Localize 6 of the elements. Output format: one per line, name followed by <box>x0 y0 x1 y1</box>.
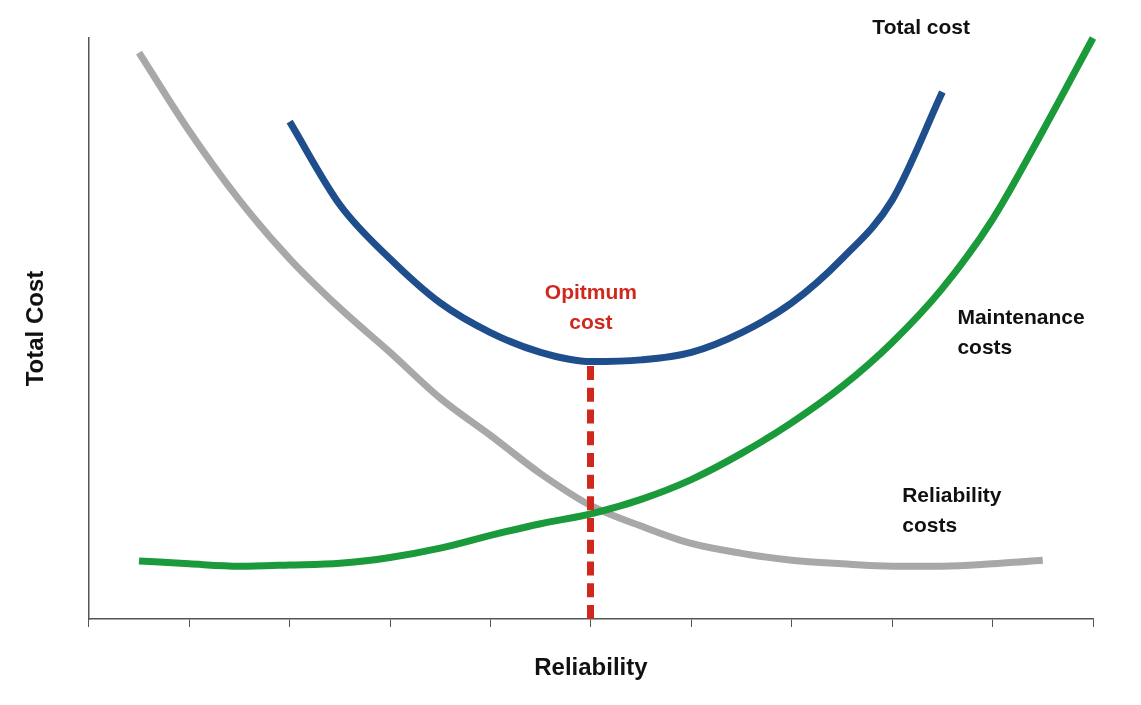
series-label: Maintenance costs <box>957 305 1085 359</box>
series-label: Reliability costs <box>902 482 1002 536</box>
x-axis-title: Reliability <box>534 653 649 681</box>
annotation: Opitmum cost <box>544 280 637 334</box>
y-axis-title: Total Cost <box>21 270 49 387</box>
text: Total cost <box>872 14 970 38</box>
